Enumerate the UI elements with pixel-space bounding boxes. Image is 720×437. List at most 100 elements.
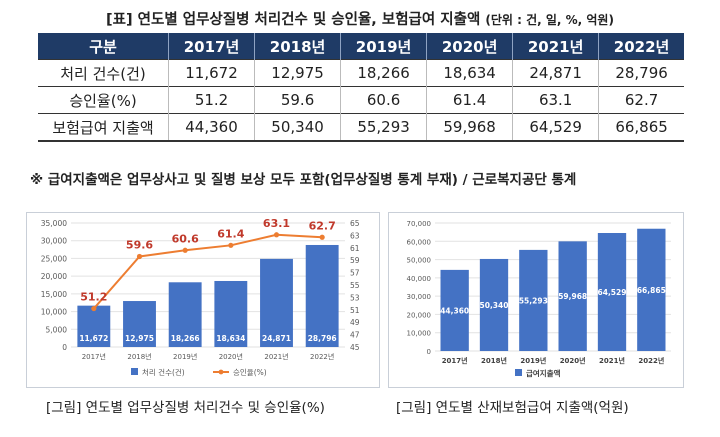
line-point <box>136 253 143 260</box>
x-tick-label: 2019년 <box>173 352 197 361</box>
table-header-row: 구분 2017년 2018년 2019년 2020년 2021년 2022년 <box>38 33 684 60</box>
header-cell: 2018년 <box>254 33 342 60</box>
x-tick-label: 2020년 <box>560 356 586 365</box>
bar <box>519 249 548 351</box>
y2-tick-label: 47 <box>350 331 360 340</box>
y2-tick-label: 57 <box>350 269 360 278</box>
y-tick-label: 25,000 <box>41 254 67 263</box>
line-point <box>228 242 234 248</box>
table-title-unit: (단위 : 건, 일, %, 억원) <box>485 13 614 27</box>
legend-label-line: 승인율(%) <box>233 367 267 377</box>
x-tick-label: 2020년 <box>219 352 243 361</box>
y2-tick-label: 63 <box>350 231 360 240</box>
claims-approval-chart: 0 5,000 10,000 15,000 20,000 25,000 30,000 35,0… <box>26 212 380 388</box>
y2-tick-label: 49 <box>350 318 360 327</box>
line-point <box>182 247 188 253</box>
y-tick-label: 30,000 <box>407 293 432 301</box>
benefit-expenditure-chart: 0 10,000 20,000 30,000 40,000 50,000 60,000 70,… <box>388 212 684 388</box>
bar <box>479 258 509 351</box>
x-tick-label: 2022년 <box>310 352 334 361</box>
header-cell: 구분 <box>38 33 169 60</box>
bar-value-label: 44,360 <box>440 306 469 315</box>
table-cell: 50,340 <box>254 113 342 142</box>
bar <box>77 305 111 347</box>
y-tick-label: 20,000 <box>41 272 67 281</box>
bar-value-label: 12,975 <box>125 334 154 343</box>
y-tick-label: 30,000 <box>41 237 67 246</box>
bar <box>597 233 627 351</box>
table-cell: 28,796 <box>598 59 684 87</box>
y2-tick-label: 53 <box>350 293 360 302</box>
y-tick-label: 0 <box>62 343 67 352</box>
header-cell: 2017년 <box>168 33 256 60</box>
y-tick-label: 40,000 <box>407 275 432 283</box>
chart-caption-left: [그림] 연도별 업무상질병 처리건수 및 승인율(%) <box>46 400 325 416</box>
table-row: 승인율(%) 51.2 59.6 60.6 61.4 63.1 62.7 <box>38 86 684 114</box>
y2-tick-label: 51 <box>350 306 360 315</box>
header-cell: 2020년 <box>426 33 514 60</box>
benefit-expenditure-chart-svg: 0 10,000 20,000 30,000 40,000 50,000 60,000 70,… <box>407 220 671 378</box>
legend-label-bars: 처리 건수(건) <box>142 367 185 377</box>
bar <box>260 258 293 347</box>
table-title-main: [표] 연도별 업무상질병 처리건수 및 승인율, 보험급여 지출액 <box>106 12 481 28</box>
bar <box>123 301 156 347</box>
row-label: 승인율(%) <box>38 86 169 114</box>
x-tick-label: 2018년 <box>127 352 151 361</box>
line-point <box>319 234 325 240</box>
bar <box>168 282 202 347</box>
stats-table: 구분 2017년 2018년 2019년 2020년 2021년 2022년 처… <box>38 33 684 142</box>
header-cell: 2021년 <box>512 33 600 60</box>
bar-value-label: 59,968 <box>558 292 587 301</box>
row-label: 보험급여 지출액 <box>38 113 169 142</box>
approval-rate-line <box>93 233 323 310</box>
y-tick-label: 20,000 <box>407 311 432 319</box>
bar <box>558 241 587 351</box>
table-cell: 11,672 <box>168 59 256 87</box>
line-point <box>91 305 97 312</box>
line-point <box>273 232 280 238</box>
bar <box>440 269 469 351</box>
header-cell: 2022년 <box>598 33 684 60</box>
bar-value-label: 66,865 <box>637 286 666 295</box>
bar-value-label: 64,529 <box>598 288 627 297</box>
table-cell: 64,529 <box>512 113 600 142</box>
x-tick-label: 2018년 <box>481 356 507 365</box>
bar <box>214 280 248 347</box>
x-tick-label: 2017년 <box>442 356 468 365</box>
y2-tick-label: 55 <box>350 281 360 290</box>
row-label: 처리 건수(건) <box>38 59 169 87</box>
table-cell: 66,865 <box>598 113 684 142</box>
x-tick-label: 2022년 <box>638 356 664 365</box>
line-value-label: 62.7 <box>309 219 336 232</box>
y2-tick-label: 59 <box>350 256 360 265</box>
y-tick-label: 10,000 <box>407 330 432 338</box>
bar-value-label: 28,796 <box>308 334 337 343</box>
y-tick-label: 0 <box>427 348 431 356</box>
x-tick-label: 2017년 <box>82 352 106 361</box>
footnote: ※ 급여지출액은 업무상사고 및 질병 보상 모두 포함(업무상질병 통계 부재… <box>30 172 577 188</box>
bar-value-label: 18,266 <box>171 334 200 343</box>
y-tick-label: 15,000 <box>41 290 67 299</box>
y-tick-label: 50,000 <box>407 257 432 265</box>
claims-approval-chart-svg: 0 5,000 10,000 15,000 20,000 25,000 30,000 35,0… <box>41 217 360 377</box>
legend-swatch-bars <box>131 368 138 375</box>
x-tick-label: 2019년 <box>520 356 546 365</box>
table-cell: 12,975 <box>254 59 342 87</box>
line-value-label: 60.6 <box>172 232 199 245</box>
bar <box>305 244 339 347</box>
legend-label-bars: 급여지출액 <box>526 368 561 378</box>
table-cell: 60.6 <box>340 86 428 114</box>
table-cell: 18,266 <box>340 59 428 87</box>
y-tick-label: 60,000 <box>407 238 432 246</box>
chart-caption-right: [그림] 연도별 산재보험급여 지출액(억원) <box>396 400 629 416</box>
bar-value-label: 11,672 <box>79 334 108 343</box>
line-value-label: 61.4 <box>217 227 244 240</box>
table-title: [표] 연도별 업무상질병 처리건수 및 승인율, 보험급여 지출액 (단위 :… <box>0 8 720 29</box>
y-tick-label: 70,000 <box>407 220 432 228</box>
y-tick-label: 5,000 <box>46 325 68 334</box>
y2-tick-label: 65 <box>350 219 360 228</box>
table-cell: 18,634 <box>426 59 514 87</box>
line-value-label: 51.2 <box>80 291 107 304</box>
table-cell: 61.4 <box>426 86 514 114</box>
table-cell: 62.7 <box>598 86 684 114</box>
